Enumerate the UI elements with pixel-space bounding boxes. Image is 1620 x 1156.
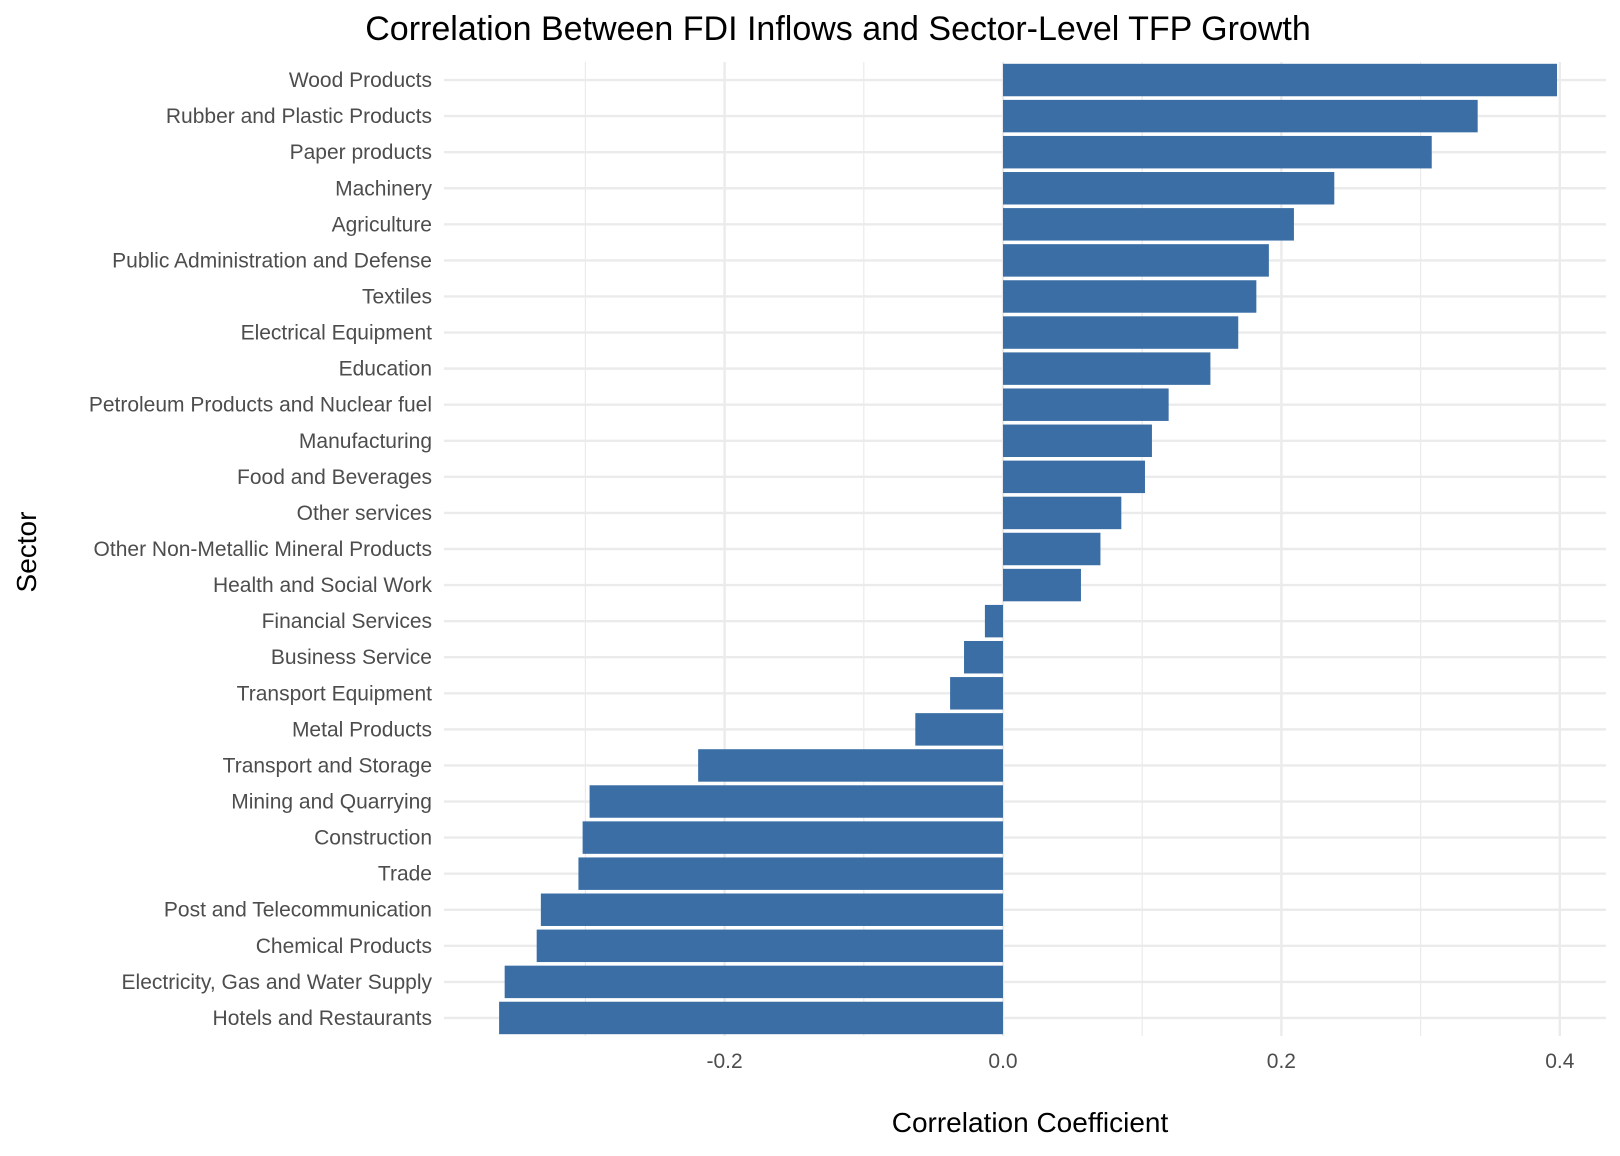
bar: [1003, 63, 1558, 97]
x-tick-label: 0.2: [1267, 1050, 1296, 1073]
category-label: Chemical Products: [256, 935, 432, 958]
chart-title: Correlation Between FDI Inflows and Sect…: [365, 10, 1311, 48]
bar: [1003, 280, 1257, 313]
category-label: Mining and Quarrying: [231, 791, 432, 814]
category-label: Post and Telecommunication: [164, 899, 432, 922]
category-label: Manufacturing: [299, 430, 432, 453]
category-label: Health and Social Work: [213, 574, 433, 597]
x-axis-title: Correlation Coefficient: [892, 1107, 1169, 1138]
bar: [1003, 316, 1239, 349]
bar: [1003, 352, 1211, 385]
category-label: Metal Products: [292, 718, 432, 741]
category-label: Electrical Equipment: [241, 322, 433, 345]
bar: [536, 929, 1003, 963]
bar: [1003, 208, 1294, 241]
category-label: Financial Services: [262, 610, 432, 633]
bar: [1003, 424, 1152, 458]
bar: [1003, 388, 1169, 421]
category-label: Petroleum Products and Nuclear fuel: [89, 394, 432, 417]
category-label: Construction: [314, 827, 432, 850]
bar: [578, 857, 1003, 890]
bar: [582, 821, 1003, 854]
bar: [915, 713, 1003, 746]
bar: [540, 893, 1003, 926]
category-label: Trade: [378, 863, 432, 886]
x-tick-label: 0.4: [1545, 1050, 1575, 1073]
category-label: Electricity, Gas and Water Supply: [122, 971, 433, 994]
bar: [1003, 532, 1101, 566]
bars: [499, 63, 1558, 1035]
y-axis-title: Sector: [11, 512, 42, 593]
category-label: Education: [339, 358, 432, 381]
bar: [1003, 99, 1478, 133]
bar: [698, 749, 1003, 782]
category-label: Other Non-Metallic Mineral Products: [94, 538, 432, 561]
x-tick-label: 0.0: [988, 1050, 1017, 1073]
bar: [1003, 244, 1269, 277]
category-label: Rubber and Plastic Products: [166, 105, 432, 128]
category-label: Food and Beverages: [237, 466, 432, 489]
bar: [984, 604, 1003, 638]
bar: [504, 965, 1003, 999]
bar: [1003, 568, 1081, 602]
category-label: Transport Equipment: [237, 682, 432, 705]
category-label: Business Service: [271, 646, 432, 669]
bar: [964, 640, 1003, 674]
category-labels: Wood Products Rubber and Plastic Products…: [89, 69, 433, 1030]
x-tick-label: -0.2: [707, 1050, 743, 1073]
bar: [1003, 496, 1122, 530]
bar: [499, 1001, 1003, 1035]
category-label: Other services: [297, 502, 432, 525]
category-label: Hotels and Restaurants: [213, 1007, 432, 1030]
x-tick-labels: -0.2 0.0 0.2 0.4: [707, 1050, 1575, 1073]
category-label: Public Administration and Defense: [112, 249, 432, 272]
category-label: Transport and Storage: [223, 754, 432, 777]
bar: [1003, 135, 1432, 169]
category-label: Machinery: [335, 177, 432, 200]
category-label: Wood Products: [289, 69, 432, 92]
category-label: Agriculture: [332, 213, 432, 236]
category-label: Paper products: [290, 141, 432, 164]
bar: [1003, 460, 1145, 494]
category-label: Textiles: [362, 285, 432, 308]
bar: [1003, 172, 1335, 205]
bar: [589, 785, 1003, 818]
bar: [950, 677, 1003, 710]
